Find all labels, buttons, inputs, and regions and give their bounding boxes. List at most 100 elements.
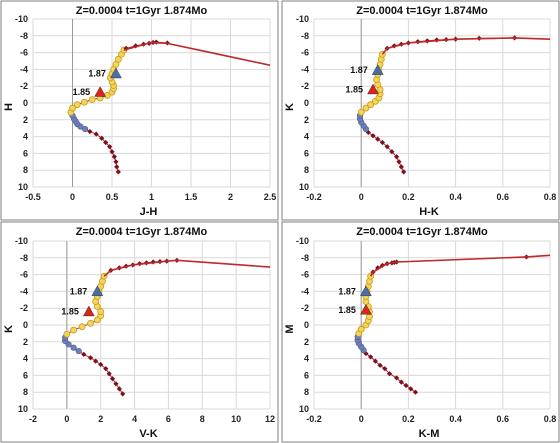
x-tick-label: 0.8 [544, 192, 557, 202]
data-point-diamond [394, 375, 400, 381]
y-tick-label: 6 [304, 370, 309, 380]
data-point-blue [75, 347, 82, 355]
y-tick-label: -2 [20, 81, 28, 91]
y-tick-label: -6 [20, 48, 28, 58]
marker-triangle-1.87 [360, 285, 372, 296]
marker-label: 1.87 [338, 286, 356, 296]
x-tick-label: 6 [166, 414, 171, 424]
panel-frame [281, 221, 560, 443]
data-point-diamond [114, 164, 120, 170]
marker-label: 1.85 [345, 85, 363, 95]
x-tick-label: 0.2 [402, 192, 415, 202]
data-point-diamond [403, 382, 409, 389]
data-point-blue [82, 125, 89, 133]
y-tick-label: -4 [301, 64, 309, 74]
data-point-diamond [375, 136, 381, 142]
data-point-diamond [386, 371, 393, 377]
marker-triangle-1.87 [110, 67, 122, 79]
x-axis-label: K-M [419, 428, 440, 440]
x-tick-label: 4 [132, 414, 137, 424]
data-point-diamond [398, 379, 404, 385]
marker-label: 1.85 [338, 305, 356, 315]
isochrone-line [103, 259, 270, 277]
data-point-diamond [93, 358, 99, 364]
y-axis-label: M [284, 324, 296, 333]
isochrone-line [123, 41, 270, 66]
x-tick-label: 0 [359, 192, 364, 202]
marker-triangle-1.87 [91, 285, 104, 296]
data-point-diamond [109, 376, 116, 382]
y-tick-label: 8 [23, 387, 28, 397]
y-tick-label: 10 [18, 404, 28, 414]
y-tick-label: 0 [23, 98, 28, 108]
y-tick-label: -10 [15, 14, 28, 24]
y-axis-label: H [3, 103, 15, 111]
marker-label: 1.87 [350, 65, 368, 75]
x-tick-label: 1 [149, 192, 154, 202]
y-tick-label: 4 [304, 132, 309, 142]
marker-triangle-1.85 [94, 86, 106, 97]
marker-triangle-1.87 [371, 64, 384, 75]
data-point-yellow [69, 104, 76, 112]
data-point-diamond [384, 144, 390, 150]
y-tick-label: -8 [20, 253, 28, 263]
data-point-diamond [116, 386, 122, 392]
data-point-diamond [401, 169, 407, 175]
x-axis-label: V-K [139, 428, 157, 440]
data-point-yellow [73, 101, 81, 109]
y-tick-label: 8 [304, 387, 309, 397]
data-point-diamond [98, 361, 104, 368]
y-tick-label: 6 [23, 370, 28, 380]
y-tick-label: 0 [304, 320, 309, 330]
data-point-diamond [106, 371, 112, 377]
y-tick-label: 2 [23, 115, 28, 125]
x-tick-label: 0.4 [449, 414, 462, 424]
data-point-yellow [88, 96, 96, 104]
data-point-diamond [370, 133, 376, 139]
marker-triangle-1.85 [367, 83, 379, 95]
x-tick-label: 0.6 [497, 414, 510, 424]
y-tick-label: 4 [23, 354, 28, 364]
y-tick-label: -6 [20, 270, 28, 280]
y-tick-label: 2 [304, 337, 309, 347]
x-tick-label: 0 [64, 414, 69, 424]
chart-title: Z=0.0004 t=1Gyr 1.874Mo [76, 226, 208, 238]
data-point-yellow [78, 323, 86, 331]
x-tick-label: 12 [265, 414, 275, 424]
x-tick-label: 8 [200, 414, 205, 424]
y-tick-label: 2 [304, 115, 309, 125]
data-point-diamond [99, 135, 105, 141]
x-tick-label: 2.5 [264, 192, 277, 202]
data-point-diamond [115, 169, 121, 175]
data-point-diamond [368, 354, 374, 360]
data-point-diamond [111, 154, 117, 160]
data-point-diamond [412, 389, 419, 395]
data-point-diamond [109, 149, 115, 155]
data-point-diamond [379, 139, 386, 146]
panel-frame [0, 221, 279, 443]
y-tick-label: -8 [301, 31, 309, 41]
data-point-diamond [93, 131, 99, 137]
chart-title: Z=0.0004 t=1Gyr 1.874Mo [356, 226, 488, 238]
data-point-diamond [398, 164, 404, 170]
data-point-yellow [80, 98, 88, 106]
data-point-diamond [87, 355, 94, 361]
x-tick-label: 0.4 [449, 192, 462, 202]
chart-panel-2: -10 -8 -6 -4 -2 0 2 4 6 8 10-0.2 0 0.2 0.4 0.6 0.8 Z=0.0… [281, 0, 560, 221]
isochrone-line [381, 37, 550, 55]
y-tick-label: -4 [301, 286, 309, 296]
marker-label: 1.87 [88, 69, 106, 79]
y-axis-label: K [3, 325, 15, 333]
y-tick-label: -8 [301, 253, 309, 263]
data-point-diamond [382, 366, 388, 372]
x-tick-label: -0.2 [306, 414, 322, 424]
x-tick-label: -2 [29, 414, 37, 424]
y-tick-label: -6 [301, 48, 309, 58]
y-tick-label: 0 [23, 320, 28, 330]
x-axis-label: J-H [140, 206, 158, 218]
data-point-diamond [113, 381, 119, 387]
marker-label: 1.87 [70, 286, 88, 296]
y-tick-label: 10 [299, 182, 309, 192]
